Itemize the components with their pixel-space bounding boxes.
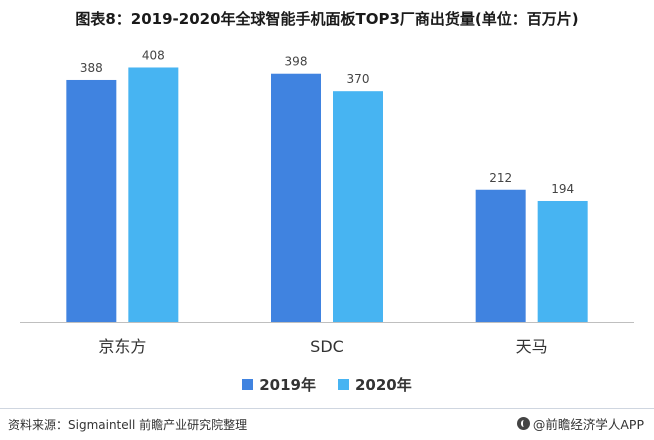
bar-2-1 — [537, 200, 588, 322]
chart-title: 图表8：2019-2020年全球智能手机面板TOP3厂商出货量(单位：百万片) — [75, 10, 579, 28]
legend-label-2020: 2020年 — [355, 376, 412, 394]
brand-attribution: @前瞻经济学人APP — [516, 414, 644, 433]
data-label-1-1: 370 — [347, 72, 370, 86]
bar-0-0 — [66, 79, 117, 322]
legend-swatch-2020 — [338, 379, 349, 390]
bar-1-1 — [333, 91, 383, 322]
legend-item-2019: 2019年 — [242, 374, 316, 395]
data-label-0-0: 388 — [80, 61, 103, 75]
source-note: 资料来源：Sigmaintell 前瞻产业研究院整理 — [8, 418, 248, 432]
legend-label-2019: 2019年 — [259, 376, 316, 394]
bar-0-1 — [128, 67, 179, 322]
bar-2-0 — [475, 189, 526, 322]
footer-divider — [0, 408, 654, 409]
legend-swatch-2019 — [242, 379, 254, 390]
chart-legend: 2019年 2020年 — [0, 374, 654, 395]
category-label-1: SDC — [310, 337, 344, 356]
data-label-1-0: 398 — [285, 55, 308, 69]
data-label-0-1: 408 — [142, 48, 165, 62]
brand-text: @前瞻经济学人APP — [532, 417, 644, 432]
bar-1-0 — [271, 73, 321, 322]
category-label-0: 京东方 — [98, 337, 146, 356]
legend-item-2020: 2020年 — [338, 374, 412, 395]
data-label-2-1: 194 — [551, 182, 574, 196]
category-label-2: 天马 — [516, 337, 548, 356]
data-label-2-0: 212 — [489, 171, 512, 185]
brand-logo-icon — [516, 417, 530, 430]
